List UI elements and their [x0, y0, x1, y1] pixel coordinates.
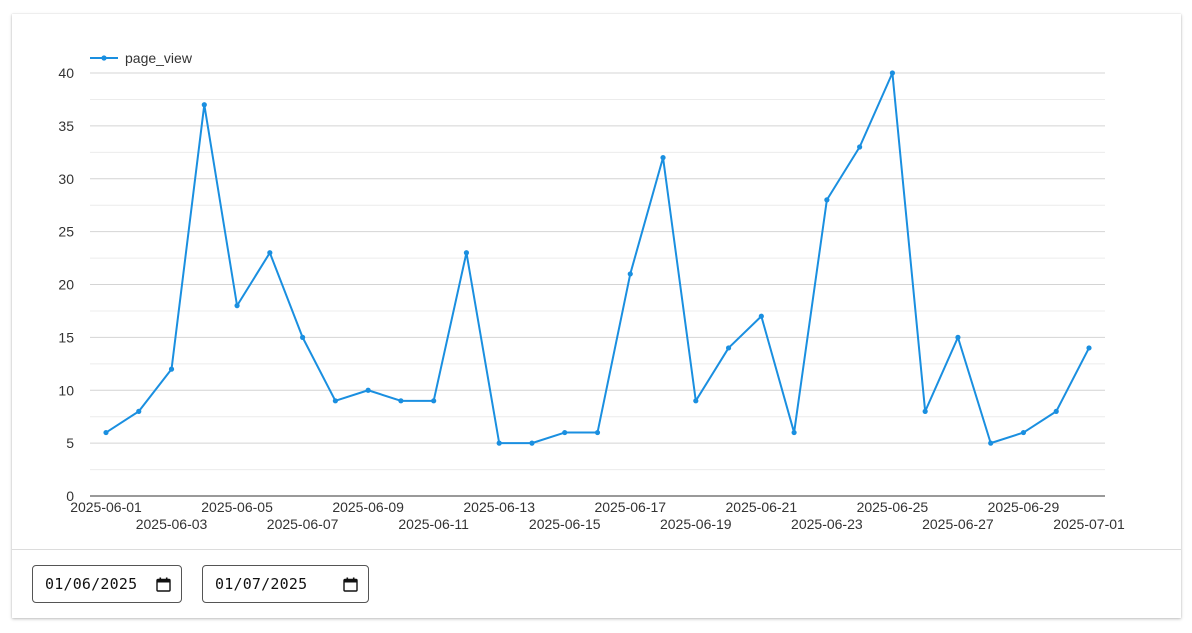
data-point [168, 366, 175, 372]
x-tick-label: 2025-06-07 [267, 516, 339, 532]
data-point [463, 250, 470, 256]
data-point [529, 440, 535, 446]
data-point [955, 334, 961, 340]
divider [12, 549, 1181, 550]
start-date-input[interactable]: 01/06/2025 [32, 565, 182, 603]
y-tick-label: 0 [66, 488, 74, 504]
data-point [1086, 345, 1092, 351]
data-point [594, 429, 601, 436]
data-point [627, 271, 633, 277]
data-point [496, 440, 502, 446]
end-date-value: 01/07/2025 [215, 575, 308, 593]
x-tick-label: 2025-06-27 [922, 516, 994, 532]
data-point [103, 429, 109, 436]
data-point [201, 102, 207, 108]
y-tick-label: 15 [58, 329, 74, 345]
y-tick-label: 40 [58, 65, 74, 81]
data-point [660, 155, 666, 161]
data-point [431, 398, 437, 404]
x-tick-label: 2025-06-19 [660, 516, 732, 532]
data-point [922, 408, 928, 414]
data-point [398, 398, 404, 404]
x-tick-label: 2025-06-23 [791, 516, 863, 532]
data-point [365, 387, 371, 393]
data-point [1020, 429, 1027, 436]
x-tick-label: 2025-06-15 [529, 516, 601, 532]
calendar-icon[interactable] [156, 577, 171, 592]
x-tick-label: 2025-06-01 [70, 499, 142, 515]
data-point [791, 429, 797, 436]
y-tick-label: 20 [58, 277, 74, 293]
x-tick-label: 2025-06-03 [136, 516, 208, 532]
data-point [824, 197, 830, 203]
data-point [332, 398, 338, 404]
x-tick-label: 2025-06-11 [398, 516, 469, 532]
y-tick-label: 30 [58, 171, 74, 187]
data-point [562, 429, 568, 436]
x-tick-label: 2025-07-01 [1053, 516, 1125, 532]
x-tick-label: 2025-06-25 [857, 499, 929, 515]
x-tick-label: 2025-06-05 [201, 499, 273, 515]
chart-area: 0 5 10 15 20 25 30 35 40 2025-06-01 2025-06-03 2025… [12, 14, 1181, 549]
y-tick-label: 25 [58, 224, 74, 240]
legend-label: page_view [125, 50, 193, 66]
data-point [1053, 408, 1059, 414]
legend-marker [101, 55, 107, 61]
x-tick-label: 2025-06-21 [726, 499, 798, 515]
data-point [758, 313, 764, 319]
data-point [725, 345, 732, 351]
data-point [693, 398, 699, 404]
y-tick-label: 10 [58, 382, 74, 398]
data-point [267, 250, 273, 256]
chart-card: 0 5 10 15 20 25 30 35 40 2025-06-01 2025-06-03 2025… [12, 14, 1181, 618]
data-point [988, 440, 994, 446]
data-point [300, 334, 306, 340]
y-tick-label: 35 [58, 118, 74, 134]
x-tick-label: 2025-06-29 [988, 499, 1060, 515]
calendar-icon[interactable] [343, 577, 358, 592]
x-tick-label: 2025-06-17 [594, 499, 666, 515]
data-point [857, 144, 863, 150]
x-tick-label: 2025-06-13 [463, 499, 535, 515]
data-point [889, 70, 896, 76]
data-point [234, 303, 240, 309]
start-date-value: 01/06/2025 [45, 575, 138, 593]
x-tick-label: 2025-06-09 [332, 499, 404, 515]
data-point [136, 408, 142, 414]
end-date-input[interactable]: 01/07/2025 [202, 565, 369, 603]
line-chart: 05101520253035402025-06-012025-06-032025… [58, 50, 1125, 532]
y-tick-label: 5 [66, 435, 74, 451]
